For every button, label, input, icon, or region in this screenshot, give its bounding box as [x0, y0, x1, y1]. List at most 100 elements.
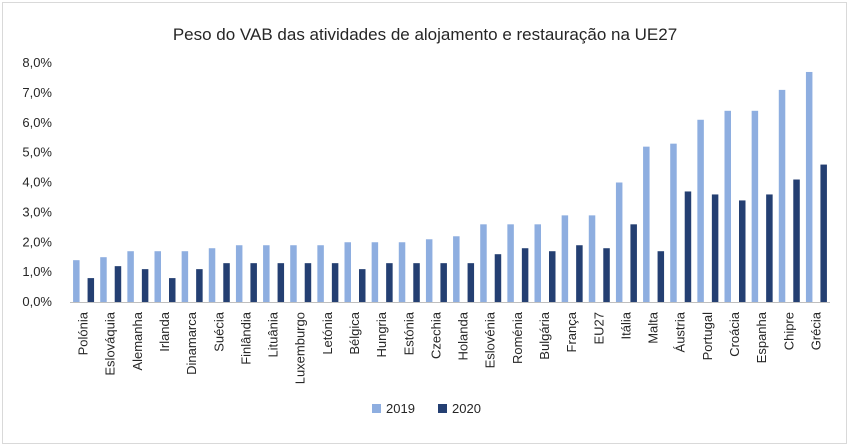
x-category-label: Croácia: [727, 311, 742, 357]
x-category-label: Grécia: [808, 311, 823, 350]
bar-2019-letónia: [317, 245, 324, 302]
bar-2020-eslovénia: [494, 254, 502, 302]
bar-2020-irlanda: [169, 278, 176, 302]
legend-label-2019: 2019: [386, 401, 415, 416]
legend-swatch-2019: [372, 404, 381, 413]
bar-2019-luxemburgo: [290, 245, 297, 302]
bar-2020-espanha: [766, 194, 773, 302]
bars: [73, 71, 827, 303]
bar-2019-polónia: [73, 260, 80, 302]
x-category-label: Suécia: [211, 311, 226, 352]
bar-2019-czechia: [425, 239, 433, 302]
bar-2020-eu27: [603, 248, 610, 302]
bar-2020-malta: [657, 251, 665, 302]
bar-2020-bélgica: [359, 269, 366, 302]
bar-2020-lituânia: [277, 263, 285, 302]
x-category-label: Espanha: [754, 311, 769, 363]
bar-2019-alemanha: [127, 251, 134, 302]
legend-swatch-2020: [438, 404, 447, 413]
x-category-label: Portugal: [700, 312, 715, 361]
bar-2020-estónia: [413, 263, 420, 302]
bar-2019-dinamarca: [181, 251, 189, 302]
bar-2020-letónia: [331, 263, 339, 302]
bar-2019-itália: [615, 182, 623, 302]
chart-title: Peso do VAB das atividades de alojamento…: [173, 25, 677, 44]
bar-2020-roménia: [521, 248, 529, 302]
y-tick-label: 6,0%: [22, 115, 52, 130]
y-tick-label: 4,0%: [22, 175, 52, 190]
bar-2020-dinamarca: [196, 269, 203, 302]
bar-2019-estónia: [398, 242, 406, 302]
y-tick-label: 7,0%: [22, 85, 52, 100]
x-category-label: França: [564, 311, 579, 352]
x-category-label: Polónia: [76, 311, 91, 355]
bar-2019-hungria: [371, 242, 379, 302]
bar-2020-áustria: [684, 191, 692, 302]
x-category-label: Alemanha: [130, 311, 145, 370]
bar-2020-bulgária: [549, 251, 556, 302]
bar-2019-irlanda: [154, 251, 161, 302]
x-category-label: Luxemburgo: [293, 312, 308, 384]
bar-2019-croácia: [724, 110, 731, 302]
bar-2019-holanda: [453, 236, 460, 302]
bar-2019-eslováquia: [100, 257, 107, 302]
bar-2020-czechia: [440, 263, 447, 302]
bar-2020-luxemburgo: [304, 263, 312, 302]
y-axis: 0,0% 1,0% 2,0% 3,0% 4,0% 5,0% 6,0% 7,0% 8,0%: [22, 55, 52, 309]
bar-2020-chipre: [793, 179, 800, 302]
bar-2019-suécia: [208, 248, 216, 302]
x-category-label: Malta: [646, 311, 661, 344]
y-tick-label: 2,0%: [22, 234, 52, 249]
x-category-label: Bulgária: [537, 311, 552, 359]
bar-2019-bélgica: [344, 242, 351, 302]
bar-2019-finlândia: [235, 245, 243, 302]
x-category-label: Letónia: [320, 311, 335, 354]
bar-2019-roménia: [507, 224, 514, 302]
bar-2019-chipre: [778, 89, 786, 302]
legend: 2019 2020: [372, 401, 481, 416]
y-tick-label: 8,0%: [22, 55, 52, 70]
bar-2019-espanha: [751, 110, 759, 302]
y-tick-label: 1,0%: [22, 264, 52, 279]
bar-2020-alemanha: [141, 269, 149, 302]
bar-2020-holanda: [467, 263, 475, 302]
legend-label-2020: 2020: [452, 401, 481, 416]
bar-2020-frança: [576, 245, 583, 302]
x-category-label: Holanda: [456, 311, 471, 360]
bar-2020-polónia: [87, 278, 95, 302]
x-category-label: Hungria: [374, 311, 389, 357]
bar-2020-itália: [630, 224, 637, 302]
y-tick-label: 3,0%: [22, 204, 52, 219]
bar-2019-grécia: [805, 71, 813, 303]
x-category-label: Eslovénia: [483, 311, 498, 368]
bar-2019-áustria: [670, 143, 677, 302]
bar-2019-eu27: [588, 215, 596, 302]
x-category-label: Eslováquia: [103, 311, 118, 375]
x-category-label: Áustria: [673, 311, 688, 352]
x-category-label: Finlândia: [238, 311, 253, 365]
bar-2020-croácia: [739, 200, 746, 302]
bar-2020-finlândia: [250, 263, 257, 302]
bar-2019-frança: [561, 215, 569, 302]
x-category-label: Czechia: [428, 311, 443, 359]
x-category-label: Itália: [618, 311, 633, 339]
bar-2020-hungria: [386, 263, 393, 302]
bar-2019-portugal: [697, 119, 704, 302]
chart-frame: [2, 2, 847, 444]
bar-2019-lituânia: [263, 245, 270, 302]
bar-2020-portugal: [711, 194, 719, 302]
bar-2019-bulgária: [534, 224, 541, 302]
bar-2020-suécia: [223, 263, 230, 302]
bar-2020-grécia: [820, 164, 827, 302]
x-category-label: EU27: [591, 312, 606, 345]
x-category-label: Lituânia: [266, 311, 281, 357]
x-category-label: Bélgica: [347, 311, 362, 354]
x-category-label: Dinamarca: [184, 311, 199, 375]
x-category-label: Irlanda: [157, 311, 172, 352]
y-tick-label: 0,0%: [22, 294, 52, 309]
y-tick-label: 5,0%: [22, 145, 52, 160]
x-axis-labels: Polónia Eslováquia Alemanha Irlanda Dinamarc…: [76, 311, 824, 384]
bar-2019-eslovénia: [480, 224, 487, 302]
x-category-label: Roménia: [510, 311, 525, 364]
